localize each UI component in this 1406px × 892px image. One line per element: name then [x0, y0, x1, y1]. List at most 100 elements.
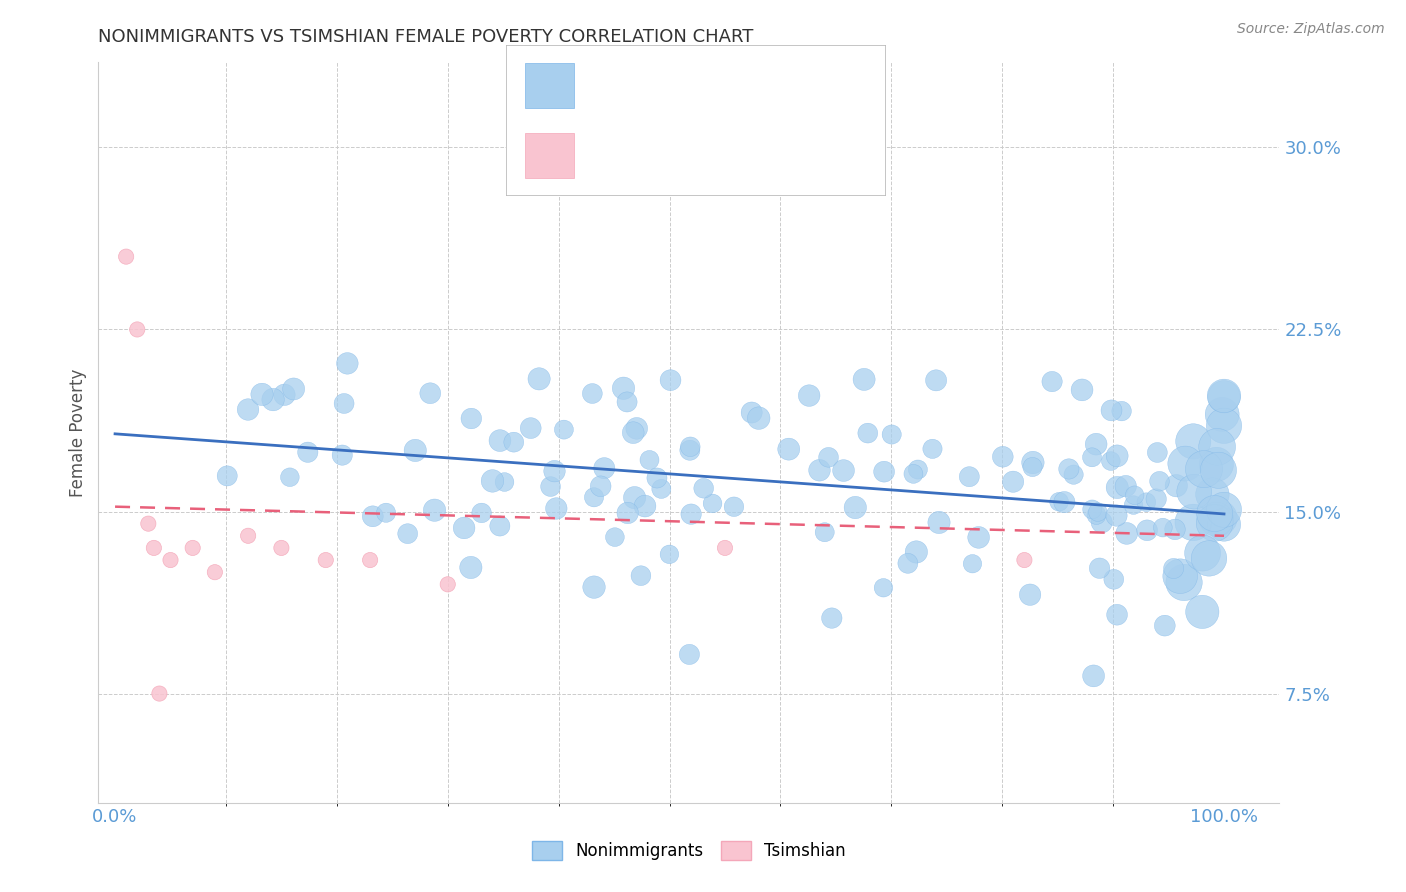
- Point: [1206, 440, 1229, 454]
- Point: [692, 481, 714, 495]
- Point: [702, 496, 724, 510]
- Point: [519, 421, 541, 435]
- Bar: [526, 133, 575, 178]
- Point: [679, 443, 702, 458]
- Point: [778, 442, 800, 457]
- Point: [1101, 403, 1123, 417]
- Text: 15: 15: [806, 146, 835, 164]
- Point: [546, 501, 568, 516]
- Point: [962, 557, 984, 571]
- Point: [1102, 572, 1125, 586]
- Point: [856, 426, 879, 441]
- Point: [142, 541, 165, 555]
- Point: [297, 445, 319, 459]
- Point: [127, 322, 149, 336]
- Point: [1111, 404, 1133, 418]
- Point: [880, 427, 903, 442]
- Point: [1208, 511, 1230, 525]
- Point: [817, 450, 839, 465]
- Y-axis label: Female Poverty: Female Poverty: [69, 368, 87, 497]
- Point: [582, 491, 605, 505]
- Point: [921, 442, 943, 456]
- Text: 148: 148: [806, 77, 841, 95]
- Point: [1163, 561, 1185, 575]
- Point: [460, 560, 482, 574]
- Point: [1182, 434, 1205, 449]
- Legend: Nonimmigrants, Tsimshian: Nonimmigrants, Tsimshian: [524, 832, 853, 869]
- Point: [872, 581, 894, 595]
- Bar: [526, 62, 575, 108]
- Point: [1198, 551, 1220, 566]
- Point: [741, 405, 763, 419]
- Point: [650, 482, 672, 496]
- Point: [814, 525, 837, 540]
- Point: [905, 545, 928, 559]
- Point: [1085, 437, 1108, 451]
- Point: [853, 372, 876, 386]
- Point: [1081, 450, 1104, 465]
- Point: [623, 491, 645, 505]
- Point: [1071, 383, 1094, 397]
- Point: [957, 469, 980, 483]
- Point: [460, 411, 482, 425]
- Point: [1146, 445, 1168, 459]
- Point: [1083, 669, 1105, 683]
- Point: [659, 373, 682, 387]
- Point: [1022, 456, 1045, 470]
- Point: [330, 448, 353, 462]
- Point: [1168, 569, 1191, 583]
- Point: [1192, 462, 1215, 476]
- Point: [159, 553, 181, 567]
- Point: [1099, 454, 1122, 468]
- Point: [494, 475, 516, 489]
- Point: [808, 463, 831, 477]
- Point: [1021, 460, 1043, 475]
- Point: [678, 648, 700, 662]
- Point: [1123, 488, 1146, 502]
- Point: [1122, 498, 1144, 512]
- Point: [1213, 389, 1236, 403]
- Point: [236, 402, 259, 417]
- Point: [553, 423, 575, 437]
- Point: [1144, 491, 1167, 506]
- Point: [967, 530, 990, 544]
- Text: N =: N =: [749, 77, 786, 95]
- Point: [1211, 408, 1233, 422]
- Point: [1047, 495, 1070, 509]
- Point: [621, 425, 644, 440]
- Point: [1105, 508, 1128, 523]
- Point: [1201, 487, 1223, 501]
- Point: [630, 568, 652, 582]
- Point: [1166, 479, 1188, 493]
- Point: [1019, 588, 1042, 602]
- Point: [540, 479, 562, 493]
- Point: [236, 529, 259, 543]
- Point: [593, 461, 616, 475]
- Point: [436, 577, 458, 591]
- Text: -0.353: -0.353: [651, 77, 710, 95]
- Point: [136, 516, 159, 531]
- Point: [1014, 553, 1036, 567]
- Point: [333, 396, 356, 410]
- Point: [115, 250, 138, 264]
- Point: [658, 547, 681, 561]
- Point: [315, 553, 337, 567]
- Point: [471, 506, 494, 520]
- Point: [1208, 463, 1230, 477]
- Point: [1135, 495, 1157, 509]
- Point: [748, 411, 770, 425]
- Point: [1107, 449, 1129, 463]
- Point: [832, 464, 855, 478]
- Point: [273, 388, 295, 402]
- Point: [1191, 605, 1213, 619]
- Point: [1105, 607, 1128, 622]
- Point: [799, 388, 821, 402]
- Point: [1182, 484, 1205, 499]
- Point: [626, 421, 648, 435]
- Point: [589, 479, 612, 493]
- Text: R =: R =: [593, 146, 630, 164]
- FancyBboxPatch shape: [506, 45, 886, 196]
- Point: [262, 392, 284, 407]
- Point: [148, 687, 170, 701]
- Text: NONIMMIGRANTS VS TSIMSHIAN FEMALE POVERTY CORRELATION CHART: NONIMMIGRANTS VS TSIMSHIAN FEMALE POVERT…: [98, 28, 754, 45]
